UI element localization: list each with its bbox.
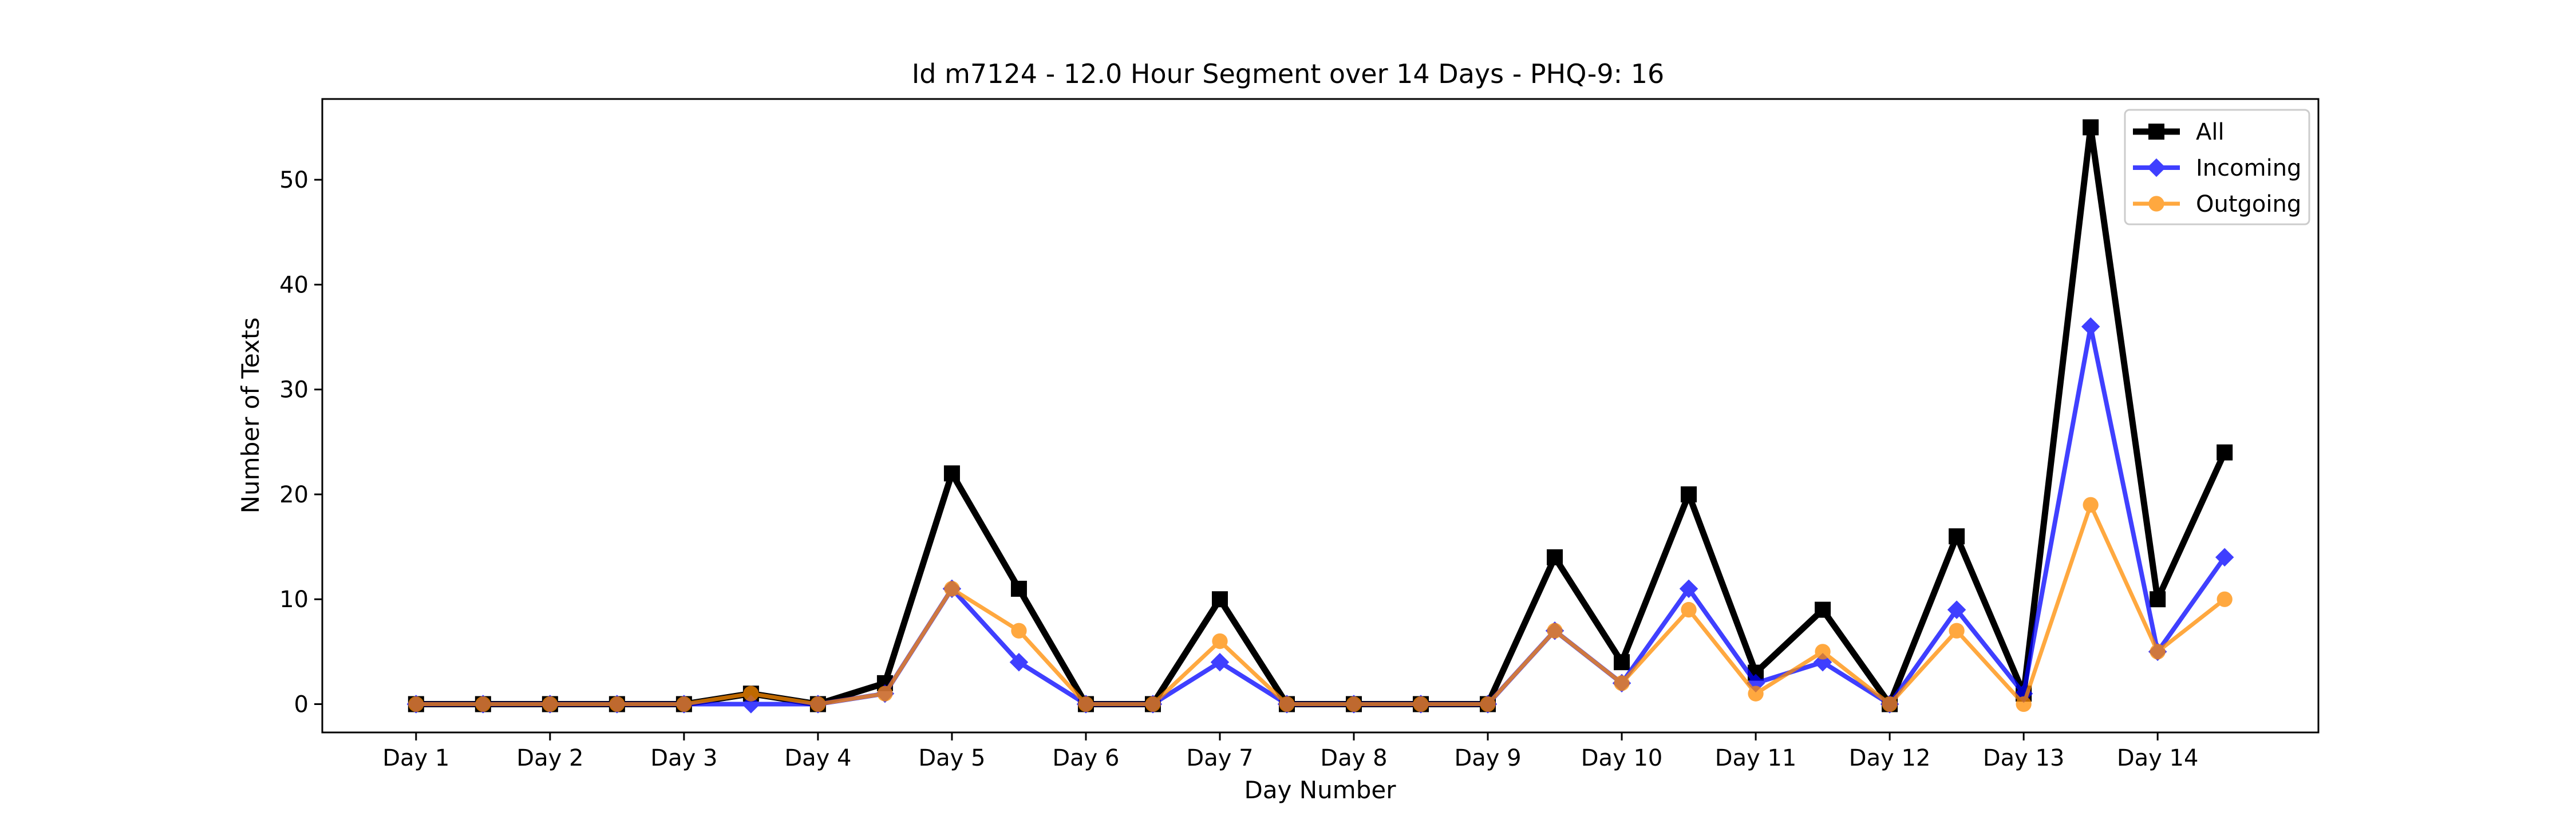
data-point: [609, 696, 625, 712]
data-point: [1212, 633, 1228, 649]
x-tick-label: Day 6: [1052, 745, 1119, 771]
data-point: [2217, 591, 2233, 607]
legend: All Incoming Outgoing: [2124, 109, 2310, 225]
x-tick-label: Day 11: [1715, 745, 1797, 771]
data-point: [2083, 497, 2099, 513]
data-point: [676, 696, 692, 712]
data-point: [1614, 675, 1630, 691]
x-tick-label: Day 3: [650, 745, 717, 771]
series-layer: [406, 119, 2234, 714]
legend-entry-all: [2133, 124, 2180, 140]
data-point: [943, 465, 960, 482]
x-tick-label: Day 1: [382, 745, 449, 771]
legend-entry-outgoing: [2133, 196, 2180, 212]
data-point: [1614, 654, 1630, 671]
data-point: [1413, 696, 1429, 712]
data-point: [1480, 696, 1496, 712]
series-outgoing: [408, 497, 2233, 712]
x-tick-label: Day 4: [784, 745, 851, 771]
legend-frame: [2124, 109, 2310, 225]
data-point: [2016, 696, 2032, 712]
data-point: [1547, 623, 1563, 639]
data-point: [2081, 317, 2100, 336]
x-tick-label: Day 9: [1454, 745, 1521, 771]
data-point: [1011, 623, 1027, 639]
data-point: [1949, 528, 1965, 545]
data-point: [2215, 548, 2234, 567]
data-point: [2150, 591, 2166, 608]
y-tick-label: 10: [279, 587, 309, 613]
x-tick-label: Day 8: [1320, 745, 1387, 771]
y-tick-label: 30: [279, 377, 309, 403]
x-tick-label: Day 5: [918, 745, 985, 771]
x-tick-label: Day 13: [1983, 745, 2065, 771]
data-point: [1947, 600, 1966, 619]
data-point: [810, 696, 826, 712]
chart-title: Id m7124 - 12.0 Hour Segment over 14 Day…: [912, 58, 1665, 89]
x-tick-label: Day 14: [2117, 745, 2199, 771]
data-point: [1679, 579, 1698, 599]
x-tick-label: Day 7: [1186, 745, 1253, 771]
data-point: [2150, 644, 2166, 660]
data-point: [1009, 652, 1029, 672]
data-point: [408, 696, 424, 712]
data-point: [1815, 644, 1831, 660]
legend-label: Outgoing: [2196, 191, 2301, 217]
y-tick-label: 50: [279, 167, 309, 193]
data-point: [743, 686, 759, 702]
y-tick-label: 20: [279, 482, 309, 508]
data-point: [1681, 486, 1697, 502]
data-point: [475, 696, 491, 712]
y-axis-label: Number of Texts: [236, 318, 264, 514]
data-point: [2083, 119, 2099, 136]
data-point: [877, 686, 893, 702]
data-point: [944, 581, 960, 597]
data-point: [1547, 549, 1563, 565]
x-tick-label: Day 12: [1849, 745, 1931, 771]
data-point: [1681, 601, 1697, 618]
data-point: [1010, 580, 1027, 597]
legend-label: Incoming: [2196, 155, 2301, 181]
series-outgoing-line: [416, 502, 2226, 707]
data-point: [1882, 696, 1898, 712]
data-point: [542, 696, 558, 712]
y-tick-label: 40: [279, 272, 309, 298]
data-point: [1815, 601, 1831, 618]
legend-marker: [2148, 124, 2164, 140]
data-point: [2217, 444, 2233, 461]
legend-label: All: [2196, 119, 2225, 145]
x-axis: Day 1 Day 2 Day 3 Day 4 Day 5 Day 6 Day 7 Day 8…: [382, 732, 2198, 771]
data-point: [1211, 591, 1228, 608]
data-point: [1748, 686, 1764, 702]
data-point: [1145, 696, 1161, 712]
x-tick-label: Day 2: [516, 745, 583, 771]
data-point: [1949, 623, 1965, 639]
y-axis: 0 10 20 30 40 50: [279, 167, 322, 718]
legend-marker: [2148, 196, 2164, 212]
legend-entry-incoming: [2133, 158, 2180, 177]
plot-area: [321, 98, 2320, 734]
data-point: [1210, 652, 1230, 672]
data-point: [1078, 696, 1094, 712]
y-tick-label: 0: [294, 692, 309, 718]
x-axis-label: Day Number: [1244, 776, 1396, 804]
data-point: [1346, 696, 1362, 712]
legend-marker: [2147, 158, 2166, 177]
x-tick-label: Day 10: [1581, 745, 1663, 771]
data-point: [1279, 696, 1295, 712]
